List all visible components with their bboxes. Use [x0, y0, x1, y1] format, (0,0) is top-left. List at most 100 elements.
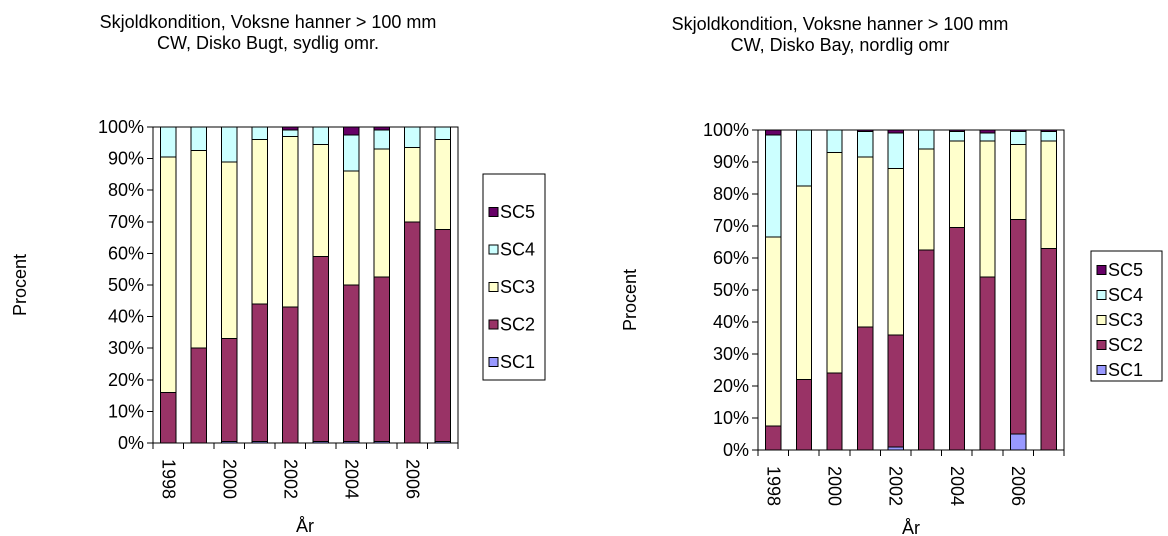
chart-title: Skjoldkondition, Voksne hanner > 100 mm [672, 14, 1009, 34]
x-tick-label: 2002 [886, 466, 906, 506]
bar-segment-sc2-1999 [190, 347, 207, 444]
bar-segment-sc3-2001 [856, 156, 874, 328]
bar-segment-sc1-2006 [1009, 433, 1027, 451]
bar-segment-sc3-2001 [251, 139, 268, 305]
bar-segment-sc4-2001 [251, 126, 268, 141]
bar-segment-sc4-2007 [434, 126, 451, 141]
legend-label: SC3 [1108, 310, 1143, 330]
legend-label: SC4 [1108, 285, 1143, 305]
bar-segment-sc2-1998 [160, 391, 177, 444]
bar-segment-sc2-2006 [1009, 219, 1027, 435]
bar-segment-sc5-2004 [343, 126, 360, 136]
y-tick-label: 100% [98, 117, 144, 137]
plot-area: 0% 10% 20% 30% 40% 50% 60% 70% 80% 90% 100% 1998 200… [703, 120, 1065, 506]
x-axis-label: År [296, 516, 314, 536]
y-tick-label: 0% [723, 440, 749, 460]
y-tick-label: 30% [713, 344, 749, 364]
bar-segment-sc3-1999 [795, 185, 813, 381]
bar-segment-sc4-1999 [795, 129, 813, 187]
bar-segment-sc4-2007 [1040, 131, 1057, 142]
bar-segment-sc2-2006 [404, 221, 421, 444]
chart-title: Skjoldkondition, Voksne hanner > 100 mm [100, 12, 437, 32]
y-tick-label: 30% [108, 338, 144, 358]
bar-segment-sc3-2007 [1040, 140, 1057, 249]
legend-label: SC2 [500, 315, 535, 335]
legend-swatch [1096, 315, 1107, 325]
x-tick-label: 1998 [158, 459, 178, 499]
bar-segment-sc3-2002 [282, 135, 299, 308]
y-tick-label: 60% [713, 248, 749, 268]
legend-swatch [488, 207, 499, 217]
y-tick-label: 50% [713, 280, 749, 300]
legend-label: SC4 [500, 240, 535, 260]
bar-segment-sc4-2005 [373, 129, 390, 150]
legend-swatch [488, 244, 499, 255]
bar-segment-sc4-2002 [282, 129, 299, 137]
bar-segment-sc4-2006 [1009, 131, 1027, 145]
bar-segment-sc3-1999 [190, 150, 207, 349]
bar-segment-sc4-2000 [826, 129, 843, 153]
legend-item-sc4: SC4 [1096, 285, 1143, 305]
bar-segment-sc2-2000 [826, 372, 843, 451]
bar-segment-sc2-2007 [434, 229, 451, 442]
y-tick-label: 40% [108, 307, 144, 327]
legend-item-sc3: SC3 [488, 277, 535, 297]
legend-swatch [1096, 340, 1107, 350]
bar-segment-sc3-2006 [404, 147, 421, 223]
chart-left: Skjoldkondition, Voksne hanner > 100 mm … [10, 12, 546, 536]
bar-segment-sc4-1998 [160, 126, 177, 158]
bar-segment-sc2-2005 [979, 276, 996, 451]
y-axis-label: Procent [620, 269, 640, 331]
bar-segment-sc2-2000 [221, 338, 238, 442]
bar-segment-sc3-2003 [918, 148, 935, 251]
bar-segment-sc3-2004 [948, 140, 966, 229]
legend-item-sc4: SC4 [488, 240, 535, 260]
legend-swatch [1096, 290, 1107, 300]
bar-segment-sc4-2004 [343, 134, 360, 172]
x-tick-label: 2000 [219, 459, 239, 499]
chart-subtitle: CW, Disko Bay, nordlig omr [731, 35, 950, 55]
bar-segment-sc4-2003 [312, 126, 329, 145]
bar-segment-sc2-1998 [765, 425, 782, 451]
legend-swatch [1096, 265, 1107, 275]
legend-label: SC3 [500, 277, 535, 297]
bar-segment-sc4-2005 [979, 132, 996, 142]
bar-segment-sc3-1998 [765, 236, 782, 427]
bar-segment-sc4-1999 [190, 126, 207, 152]
bar-segment-sc2-2001 [856, 326, 874, 451]
chart-subtitle: CW, Disko Bugt, sydlig omr. [157, 33, 379, 53]
legend-item-sc3: SC3 [1096, 310, 1143, 330]
y-tick-label: 20% [713, 376, 749, 396]
y-tick-label: 50% [108, 275, 144, 295]
legend-label: SC2 [1108, 335, 1143, 355]
x-tick-label: 1998 [763, 466, 783, 506]
bar-segment-sc2-2005 [373, 276, 390, 442]
bar-segment-sc5-1998 [765, 129, 782, 136]
bar-segment-sc3-2005 [373, 148, 390, 278]
bar-segment-sc2-2003 [312, 256, 329, 442]
y-tick-label: 70% [108, 212, 144, 232]
bar-segment-sc2-2001 [251, 303, 268, 442]
legend-swatch [1096, 365, 1107, 375]
bar-segment-sc2-1999 [795, 379, 813, 451]
bar-segment-sc3-2007 [434, 139, 451, 231]
y-tick-label: 40% [713, 312, 749, 332]
bar-segment-sc2-2002 [887, 334, 904, 448]
x-tick-label: 2000 [825, 466, 845, 506]
bar-segment-sc2-2002 [282, 306, 299, 444]
legend-label: SC5 [500, 202, 535, 222]
bar-segment-sc3-1998 [160, 156, 177, 393]
y-tick-label: 60% [108, 243, 144, 263]
legend-item-sc5: SC5 [488, 202, 535, 222]
x-tick-label: 2002 [280, 459, 300, 499]
bar-segment-sc4-2006 [404, 126, 421, 149]
y-axis-label: Procent [10, 254, 30, 316]
legend-item-sc2: SC2 [1096, 335, 1143, 355]
y-tick-label: 80% [108, 180, 144, 200]
x-tick-label: 2004 [947, 466, 967, 506]
bar-segment-sc3-2004 [343, 170, 360, 286]
y-tick-label: 20% [108, 370, 144, 390]
legend: SC5 SC4 SC3 SC2 SC1 [1090, 250, 1163, 382]
bar-segment-sc2-2004 [948, 227, 966, 451]
